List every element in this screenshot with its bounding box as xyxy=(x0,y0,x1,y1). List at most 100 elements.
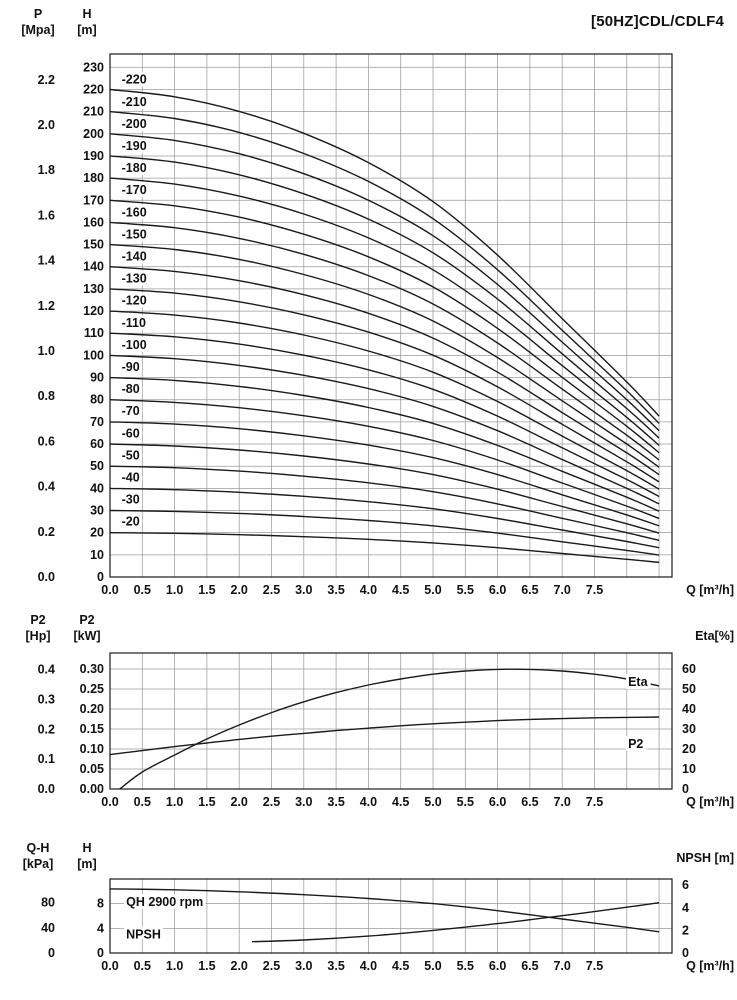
grid-lines xyxy=(110,54,672,577)
curve-label: -150 xyxy=(122,227,147,241)
curve-label: -210 xyxy=(122,95,147,109)
y-tick-label: 0.4 xyxy=(38,480,55,494)
x-tick-label: 7.0 xyxy=(553,959,570,973)
y-tick-label: 30 xyxy=(90,504,104,518)
y-tick-label: 170 xyxy=(83,193,104,207)
axis-title-P2_kW: [kW] xyxy=(73,629,100,643)
curve--40 xyxy=(109,487,660,549)
qh-npsh-chart-svg: Q-H [kPa] 0 40 80 H [m] 0 4 8 NPSH [m] 0 2 4 6 QH 2900 … xyxy=(23,841,734,973)
x-tick-label: 1.5 xyxy=(198,583,215,597)
y-tick-label: 10 xyxy=(90,548,104,562)
x-tick-label: 6.0 xyxy=(489,959,506,973)
y-tick-label: 0.20 xyxy=(80,702,104,716)
x-axis-label: Q [m³/h] xyxy=(686,583,734,597)
x-tick-label: 4.5 xyxy=(392,583,409,597)
axis-title-P2_Hp: P2 xyxy=(30,613,45,627)
curve--100 xyxy=(109,354,660,505)
plot-border xyxy=(109,652,673,790)
x-tick-label: 5.0 xyxy=(424,959,441,973)
y-tick-label: 0.3 xyxy=(38,693,55,707)
curve--190 xyxy=(109,155,660,439)
curve--170 xyxy=(109,199,660,454)
y-tick-label: 50 xyxy=(90,459,104,473)
x-tick-label: 7.5 xyxy=(586,795,603,809)
curve--140 xyxy=(109,266,660,476)
qh-chart-svg: P [Mpa] 0.0 0.2 0.4 0.6 0.8 1.0 1.2 1.4 1.6 1.8 2.0 2… xyxy=(21,7,734,597)
y-tick-label: 0.0 xyxy=(38,570,55,584)
x-tick-label: 2.5 xyxy=(263,959,280,973)
curve-label: -100 xyxy=(122,338,147,352)
series-label: QH 2900 rpm xyxy=(126,895,203,909)
y-tick-label: 0.4 xyxy=(38,663,55,677)
x-tick-label: 6.5 xyxy=(521,583,538,597)
y-tick-label: 2.0 xyxy=(38,118,55,132)
y-tick-label: 0.6 xyxy=(38,434,55,448)
x-tick-label: 2.0 xyxy=(231,795,248,809)
right-tick-label: 0 xyxy=(682,782,689,796)
right-tick-label: 30 xyxy=(682,722,696,736)
x-tick-label: 5.0 xyxy=(424,795,441,809)
curve-label: -140 xyxy=(122,250,147,264)
x-tick-label: 0.5 xyxy=(134,583,151,597)
curve--210 xyxy=(109,110,660,424)
x-tick-label: 1.5 xyxy=(198,959,215,973)
y-tick-label: 0.2 xyxy=(38,722,55,736)
axis-title-P2_Hp: [Hp] xyxy=(26,629,51,643)
curve--160 xyxy=(109,221,660,461)
y-tick-label: 0.05 xyxy=(80,762,104,776)
curve--20 xyxy=(109,532,660,564)
curve-label: -180 xyxy=(122,161,147,175)
x-tick-label: 0.0 xyxy=(101,583,118,597)
y-tick-label: 1.4 xyxy=(38,254,55,268)
curve--70 xyxy=(109,421,660,527)
y-tick-label: 0 xyxy=(97,570,104,584)
grid-lines xyxy=(110,653,672,789)
x-tick-label: 5.0 xyxy=(424,583,441,597)
x-tick-label: 4.0 xyxy=(360,583,377,597)
right-tick-label: 60 xyxy=(682,662,696,676)
x-tick-label: 3.0 xyxy=(295,795,312,809)
axis-title-P: [Mpa] xyxy=(21,23,54,37)
x-tick-label: 2.0 xyxy=(231,959,248,973)
plot-border xyxy=(109,878,673,954)
x-tick-label: 3.5 xyxy=(327,583,344,597)
y-tick-label: 70 xyxy=(90,415,104,429)
y-tick-label: 1.6 xyxy=(38,208,55,222)
x-tick-label: 1.0 xyxy=(166,959,183,973)
curve--90 xyxy=(109,376,660,512)
right-axis-title: NPSH [m] xyxy=(676,851,734,865)
y-tick-label: 0.2 xyxy=(38,525,55,539)
x-tick-label: 7.5 xyxy=(586,583,603,597)
curve-label: -90 xyxy=(122,360,140,374)
right-tick-label: 2 xyxy=(682,923,689,937)
curve--150 xyxy=(109,243,660,468)
x-tick-label: 1.0 xyxy=(166,583,183,597)
curve-QH-2900-rpm xyxy=(109,888,660,933)
axis-title-H_m: H xyxy=(82,841,91,855)
y-tick-label: 4 xyxy=(97,921,104,935)
curve--50 xyxy=(109,465,660,542)
curve-label: -80 xyxy=(122,382,140,396)
x-tick-label: 3.5 xyxy=(327,795,344,809)
y-tick-label: 100 xyxy=(83,348,104,362)
y-tick-label: 40 xyxy=(90,481,104,495)
x-tick-label: 4.5 xyxy=(392,795,409,809)
x-axis-label: Q [m³/h] xyxy=(686,795,734,809)
x-tick-label: 3.0 xyxy=(295,583,312,597)
y-tick-label: 230 xyxy=(83,60,104,74)
y-tick-label: 220 xyxy=(83,82,104,96)
power-eta-chart-svg: P2[Hp]0.00.10.20.30.4P2[kW]0.000.050.100… xyxy=(26,613,735,809)
axis-title-P: P xyxy=(34,7,42,21)
x-tick-label: 6.5 xyxy=(521,795,538,809)
x-tick-label: 2.5 xyxy=(263,795,280,809)
y-tick-label: 210 xyxy=(83,105,104,119)
axis-title-QH_kPa: [kPa] xyxy=(23,857,54,871)
curve-label: -190 xyxy=(122,139,147,153)
y-tick-label: 110 xyxy=(84,326,104,340)
y-tick-label: 200 xyxy=(83,127,104,141)
y-tick-label: 0.1 xyxy=(38,752,55,766)
curve-label: -50 xyxy=(122,448,140,462)
y-tick-label: 0.15 xyxy=(80,722,104,736)
y-tick-label: 20 xyxy=(90,526,104,540)
x-tick-label: 1.0 xyxy=(166,795,183,809)
